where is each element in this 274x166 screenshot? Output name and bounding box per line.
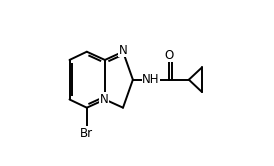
Text: N: N — [100, 93, 109, 106]
Text: NH: NH — [142, 73, 160, 86]
Text: O: O — [164, 48, 174, 62]
Text: Br: Br — [80, 127, 93, 140]
Text: N: N — [119, 44, 127, 57]
